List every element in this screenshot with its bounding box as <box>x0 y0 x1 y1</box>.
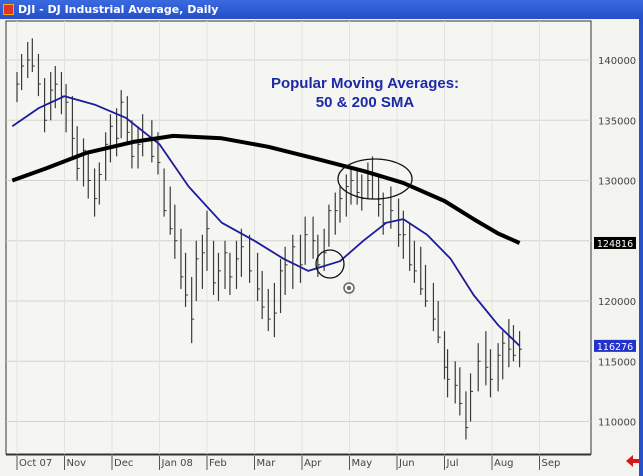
sma200-line <box>11 133 521 245</box>
y-tick-label: 140000 <box>598 56 636 67</box>
title-bar: DJI - DJ Industrial Average, Daily <box>0 0 643 19</box>
y-tick-label: 130000 <box>598 177 636 188</box>
x-tick-label: Sep <box>542 458 561 469</box>
x-tick-label: Aug <box>494 458 514 469</box>
y-tick-label: 120000 <box>598 297 636 308</box>
window-title: DJI - DJ Industrial Average, Daily <box>18 3 219 16</box>
cursor-target-dot <box>347 286 351 290</box>
sma50-value-box <box>594 339 636 352</box>
x-tick-label: Jan 08 <box>161 458 193 469</box>
crossover-highlight-ellipse <box>337 158 413 200</box>
plot-area <box>5 20 592 455</box>
app-icon <box>3 4 14 15</box>
x-tick-label: May <box>352 458 373 469</box>
x-tick-label: Apr <box>304 458 322 469</box>
y-tick-label: 135000 <box>598 116 636 127</box>
x-tick-label: Jul <box>446 458 459 469</box>
x-tick-label: Mar <box>257 458 277 469</box>
sma200-value-label: 124816 <box>597 239 633 250</box>
annotation-line-2: 50 & 200 SMA <box>316 94 415 111</box>
crossover-highlight-circle <box>315 249 345 279</box>
x-tick-label: Oct 07 <box>19 458 52 469</box>
window-border-right <box>639 19 643 476</box>
scroll-left-arrow-icon[interactable] <box>626 455 640 467</box>
x-tick-label: Nov <box>67 458 87 469</box>
x-tick-label: Jun <box>398 458 415 469</box>
y-tick-label: 115000 <box>598 357 636 368</box>
x-tick-label: Dec <box>114 458 133 469</box>
sma200-value-box <box>594 236 636 249</box>
sma50-line <box>11 95 521 347</box>
y-tick-label: 110000 <box>598 418 636 429</box>
x-tick-label: Feb <box>209 458 227 469</box>
annotation-line-1: Popular Moving Averages: <box>271 75 459 92</box>
sma50-value-label: 116276 <box>597 342 633 353</box>
cursor-target-icon <box>343 282 355 294</box>
